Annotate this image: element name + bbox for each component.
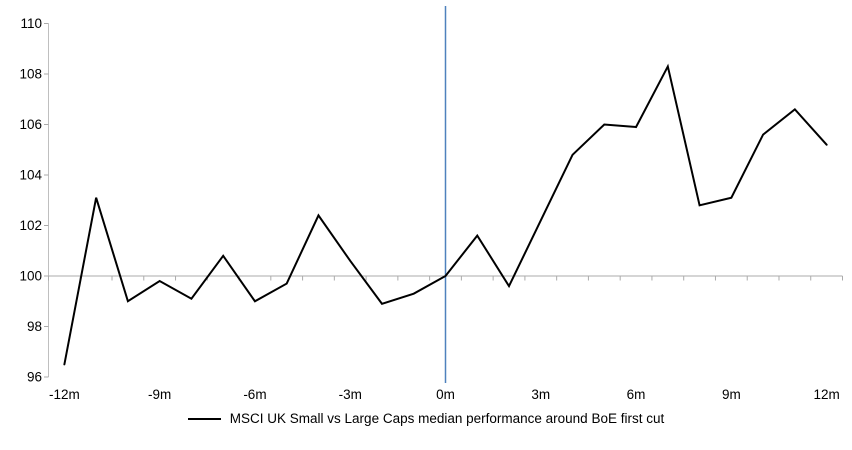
x-tick-label: 6m bbox=[627, 387, 646, 402]
series-line bbox=[63, 63, 828, 366]
y-tick-label: 102 bbox=[19, 218, 42, 233]
x-tick-label: -3m bbox=[339, 387, 362, 402]
legend-line-marker bbox=[187, 417, 221, 420]
y-tick-label: 106 bbox=[19, 117, 42, 132]
y-tick-label: 108 bbox=[19, 67, 42, 82]
x-tick-label: 9m bbox=[722, 387, 741, 402]
x-tick-label: 12m bbox=[813, 387, 839, 402]
y-tick-label: 110 bbox=[20, 16, 42, 31]
x-tick-label: -12m bbox=[49, 387, 80, 402]
y-tick-label: 96 bbox=[27, 370, 42, 385]
legend: MSCI UK Small vs Large Caps median perfo… bbox=[0, 411, 852, 426]
y-tick-label: 98 bbox=[27, 319, 42, 334]
y-tick-label: 100 bbox=[19, 269, 42, 284]
legend-label: MSCI UK Small vs Large Caps median perfo… bbox=[229, 411, 665, 426]
x-tick-label: 0m bbox=[436, 387, 455, 402]
y-tick-label: 104 bbox=[19, 168, 42, 183]
x-tick-label: -9m bbox=[148, 387, 171, 402]
x-tick-label: 3m bbox=[531, 387, 550, 402]
x-tick-label: -6m bbox=[243, 387, 266, 402]
